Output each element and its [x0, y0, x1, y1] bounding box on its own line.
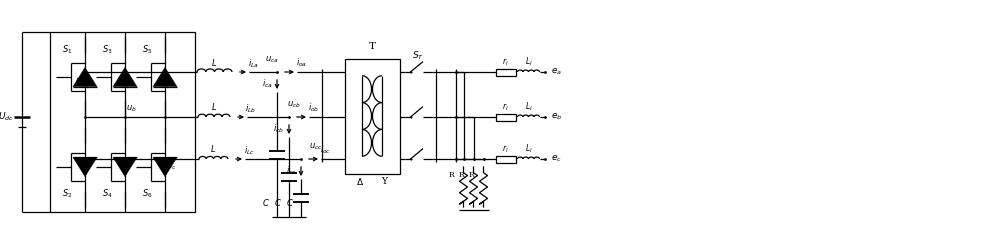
- Text: R: R: [459, 171, 464, 179]
- Bar: [344, 59, 400, 174]
- Text: $r_l$: $r_l$: [502, 143, 509, 155]
- Polygon shape: [73, 68, 97, 87]
- Polygon shape: [113, 157, 137, 177]
- Text: $i_{Lb}$: $i_{Lb}$: [245, 103, 257, 115]
- Text: $r_l$: $r_l$: [502, 101, 509, 113]
- Polygon shape: [153, 157, 177, 177]
- Text: $u_b$: $u_b$: [126, 104, 136, 114]
- Text: R: R: [449, 171, 454, 179]
- Text: $e_a$: $e_a$: [551, 67, 562, 77]
- Text: $i_{ob}$: $i_{ob}$: [308, 102, 320, 114]
- Text: $S_6$: $S_6$: [142, 188, 152, 200]
- Text: $i_{cb}$: $i_{cb}$: [273, 123, 285, 135]
- Text: $S_1$: $S_1$: [62, 44, 72, 56]
- Text: $i_{La}$: $i_{La}$: [248, 58, 258, 70]
- Text: $C$: $C$: [274, 197, 282, 207]
- Text: $u_{cc}$: $u_{cc}$: [309, 142, 323, 152]
- Text: $C$: $C$: [286, 197, 294, 207]
- Text: $C$: $C$: [262, 197, 270, 207]
- Text: $L_l$: $L_l$: [525, 143, 532, 155]
- Text: $L_l$: $L_l$: [525, 101, 532, 113]
- Polygon shape: [113, 68, 137, 87]
- Text: $L$: $L$: [210, 144, 217, 154]
- Text: Y: Y: [381, 177, 387, 186]
- Text: $u_{cb}$: $u_{cb}$: [287, 100, 301, 110]
- Text: $e_b$: $e_b$: [551, 112, 562, 122]
- Text: $S_4$: $S_4$: [102, 188, 112, 200]
- Bar: [496, 68, 516, 76]
- Text: T: T: [368, 42, 376, 51]
- Bar: [50, 32, 195, 212]
- Bar: [496, 156, 516, 162]
- Polygon shape: [73, 157, 97, 177]
- Text: $i_{oc}$: $i_{oc}$: [320, 144, 332, 156]
- Text: R: R: [469, 171, 474, 179]
- Text: $r_l$: $r_l$: [502, 56, 509, 68]
- Text: $i_{cc}$: $i_{cc}$: [286, 165, 296, 177]
- Text: $L$: $L$: [211, 56, 218, 68]
- Text: $u_c$: $u_c$: [166, 162, 176, 172]
- Text: $\Delta$: $\Delta$: [356, 176, 364, 187]
- Text: $S_2$: $S_2$: [62, 188, 72, 200]
- Text: $i_{oa}$: $i_{oa}$: [296, 57, 308, 69]
- Text: $u_a$: $u_a$: [75, 77, 86, 87]
- Text: $S_3$: $S_3$: [102, 44, 112, 56]
- Text: $u_{ca}$: $u_{ca}$: [265, 55, 279, 65]
- Bar: [496, 113, 516, 121]
- Text: $S_5$: $S_5$: [142, 44, 152, 56]
- Text: $i_{ca}$: $i_{ca}$: [262, 78, 272, 90]
- Text: $S_T$: $S_T$: [412, 50, 425, 62]
- Text: $L_l$: $L_l$: [525, 56, 532, 68]
- Polygon shape: [153, 68, 177, 87]
- Text: $e_c$: $e_c$: [551, 154, 562, 164]
- Text: $L$: $L$: [211, 101, 217, 113]
- Text: $i_{Lc}$: $i_{Lc}$: [244, 145, 254, 157]
- Text: $U_{dc}$: $U_{dc}$: [0, 111, 14, 123]
